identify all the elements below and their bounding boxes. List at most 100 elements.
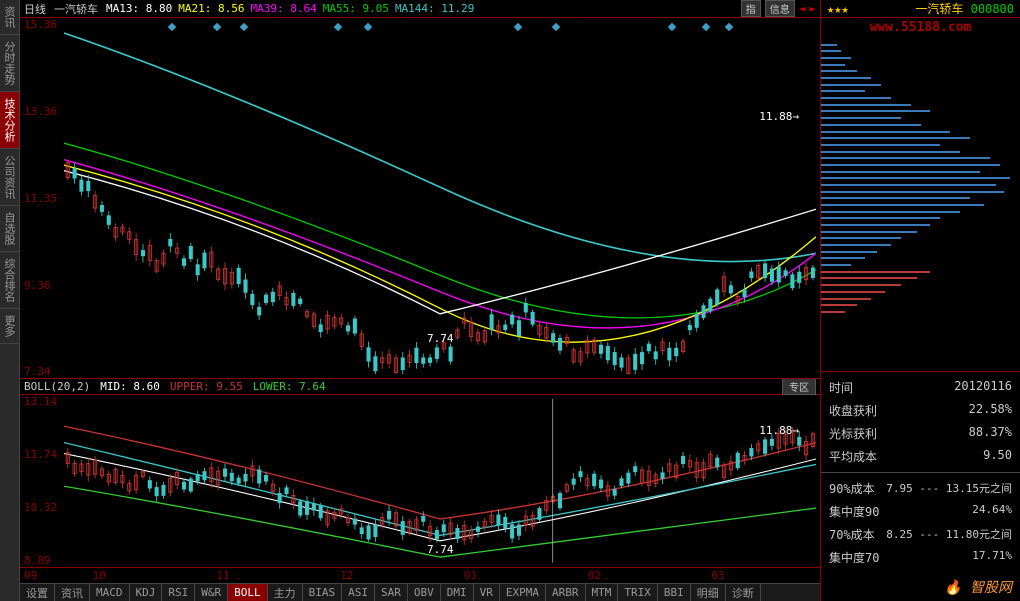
boll-title: BOLL(20,2) [24,380,90,393]
vp-bar [821,191,1004,193]
vp-bar [821,57,851,59]
vp-bar [821,237,901,239]
nav-公司资讯[interactable]: 公司资讯 [0,149,19,206]
vp-bar [821,177,1010,179]
tab-主力[interactable]: 主力 [268,584,303,601]
tab-明细[interactable]: 明细 [691,584,726,601]
stat-row: 收盘获利22.58% [829,399,1012,422]
sub-chart-svg [64,399,816,563]
stats-section: 时间20120116收盘获利22.58%光标获利88.37%平均成本9.50 [821,372,1020,472]
tab-设置[interactable]: 设置 [20,584,55,601]
nav-技术分析[interactable]: 技术分析 [0,92,19,149]
x-tick: 12 [340,569,353,582]
stat-row: 集中度9024.64% [829,500,1012,523]
boll-chart[interactable]: 13.1411.7410.328.89 7.74 11.88→ [20,395,820,567]
tab-ASI[interactable]: ASI [342,584,375,601]
vp-bar [821,104,911,106]
stock-code: 000800 [971,2,1014,16]
vp-bar [821,298,871,300]
boll-lower: LOWER: 7.64 [253,380,326,393]
ma-value: MA39: 8.64 [250,2,316,15]
next-icon[interactable]: ► [809,2,816,15]
vp-bar [821,291,885,293]
vp-bar [821,277,917,279]
tab-MTM[interactable]: MTM [586,584,619,601]
vp-bar [821,90,865,92]
vp-bar [821,164,1000,166]
x-left-label: 09 [24,569,37,582]
vp-bar [821,211,960,213]
boll-mid: MID: 8.60 [100,380,160,393]
volume-profile[interactable] [821,37,1020,372]
stock-name-header: 一汽轿车 [54,1,98,17]
vp-bar [821,77,871,79]
vp-bar [821,264,851,266]
vp-bar [821,157,990,159]
tab-DMI[interactable]: DMI [441,584,474,601]
vp-bar [821,131,950,133]
nav-自选股[interactable]: 自选股 [0,206,19,252]
y-tick: 11.74 [24,448,64,461]
boll-upper: UPPER: 9.55 [170,380,243,393]
nav-更多[interactable]: 更多 [0,309,19,344]
vp-bar [821,117,901,119]
tab-EXPMA[interactable]: EXPMA [500,584,546,601]
tab-BIAS[interactable]: BIAS [303,584,343,601]
tab-OBV[interactable]: OBV [408,584,441,601]
tab-KDJ[interactable]: KDJ [130,584,163,601]
vp-bar [821,197,970,199]
tab-资讯[interactable]: 资讯 [55,584,90,601]
indicator-tabs: 设置资讯MACDKDJRSIW&RBOLL主力BIASASISAROBVDMIV… [20,583,820,601]
tab-MACD[interactable]: MACD [90,584,130,601]
stat-row: 平均成本9.50 [829,445,1012,468]
x-tick: 11 [216,569,229,582]
prev-icon[interactable]: ◄ [799,2,806,15]
vp-bar [821,304,857,306]
nav-资讯[interactable]: 资讯 [0,0,19,35]
vp-bar [821,257,865,259]
stat-row: 时间20120116 [829,376,1012,399]
zone-button[interactable]: 专区 [782,378,816,395]
tab-SAR[interactable]: SAR [375,584,408,601]
nav-综合排名[interactable]: 综合排名 [0,252,19,309]
period-label: 日线 [24,1,46,17]
y-tick: 13.14 [24,395,64,408]
tab-BBI[interactable]: BBI [658,584,691,601]
nav-分时走势[interactable]: 分时走势 [0,35,19,92]
right-panel: ★★★ 一汽轿车 000800 www.55188.com 时间20120116… [820,0,1020,601]
tab-TRIX[interactable]: TRIX [618,584,658,601]
low-annotation: 7.74 [425,332,456,345]
vp-bar [821,184,996,186]
ma-value: MA13: 8.80 [106,2,172,15]
y-tick: 11.35 [24,192,64,205]
rating-stars: ★★★ [827,2,849,16]
tab-RSI[interactable]: RSI [162,584,195,601]
ma-value: MA21: 8.56 [178,2,244,15]
vp-bar [821,151,960,153]
stat-row: 70%成本8.25 --- 11.80元之间 [829,523,1012,546]
zhi-button[interactable]: 指 [741,0,761,17]
y-tick: 13.36 [24,105,64,118]
right-header: ★★★ 一汽轿车 000800 [821,0,1020,18]
vp-bar [821,244,891,246]
vp-bar [821,124,921,126]
sub-y-axis: 13.14 11.74 10.32 8.89 [24,395,64,567]
sub-high-annotation: 11.88→ [757,424,801,437]
vp-bar [821,44,837,46]
y-tick: 10.32 [24,501,64,514]
vp-bar [821,284,901,286]
tab-W&R[interactable]: W&R [195,584,228,601]
tab-诊断[interactable]: 诊断 [726,584,761,601]
tab-VR[interactable]: VR [474,584,500,601]
vp-bar [821,50,841,52]
info-button[interactable]: 信息 [765,0,795,17]
y-tick: 8.89 [24,554,64,567]
vp-bar [821,311,845,313]
stats-section-2: 90%成本7.95 --- 13.15元之间集中度9024.64%70%成本8.… [821,472,1020,573]
vp-bar [821,231,917,233]
main-kline-chart[interactable]: 15.3613.3611.359.367.34 [20,18,820,379]
tab-BOLL[interactable]: BOLL [228,584,268,601]
vp-bar [821,110,930,112]
x-tick: 02 [588,569,601,582]
tab-ARBR[interactable]: ARBR [546,584,586,601]
